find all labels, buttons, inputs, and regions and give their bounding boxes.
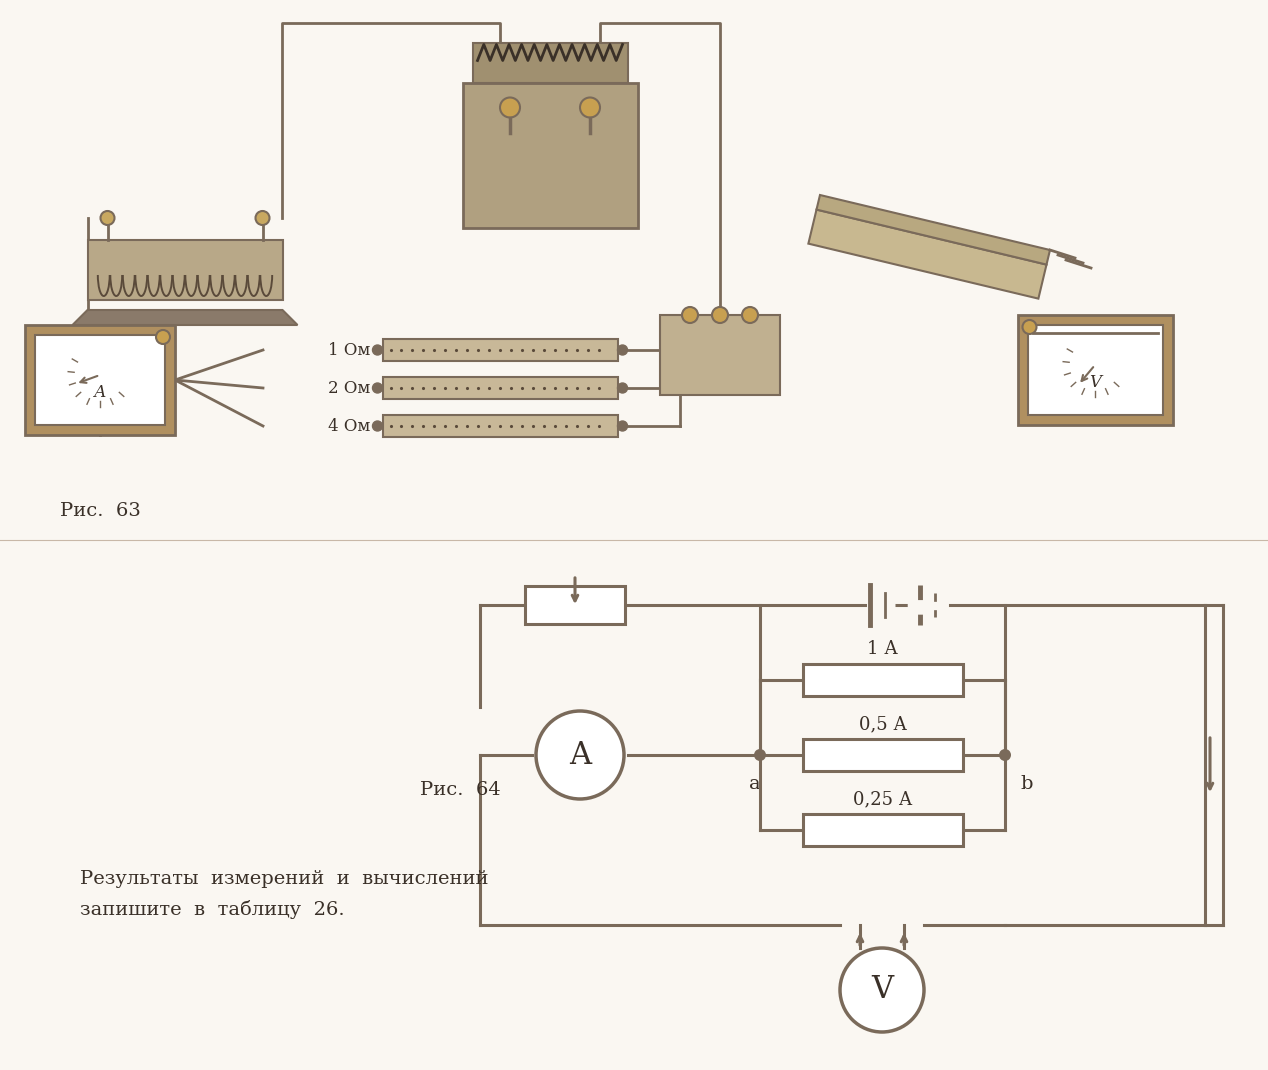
Circle shape — [839, 948, 924, 1031]
Circle shape — [100, 211, 114, 225]
Circle shape — [618, 383, 628, 393]
Text: 1 Ом: 1 Ом — [328, 341, 370, 358]
Polygon shape — [72, 310, 298, 325]
Text: a: a — [749, 775, 761, 793]
Bar — [525, 586, 625, 624]
Bar — [803, 739, 962, 771]
Circle shape — [156, 330, 170, 343]
Bar — [803, 664, 962, 696]
Circle shape — [579, 97, 600, 118]
Text: Рис.  64: Рис. 64 — [420, 781, 501, 799]
Bar — [25, 325, 175, 435]
Bar — [87, 240, 283, 300]
Circle shape — [713, 307, 728, 323]
Bar — [803, 814, 962, 846]
Circle shape — [373, 383, 383, 393]
Circle shape — [500, 97, 520, 118]
Bar — [36, 335, 165, 425]
Circle shape — [682, 307, 697, 323]
Bar — [383, 415, 618, 437]
Bar — [383, 339, 618, 361]
Circle shape — [255, 211, 270, 225]
Text: Результаты  измерений  и  вычислений
    запишите  в  таблицу  26.: Результаты измерений и вычислений запиши… — [55, 870, 488, 919]
Circle shape — [618, 345, 628, 355]
Text: A: A — [569, 739, 591, 770]
Circle shape — [618, 421, 628, 431]
Text: А: А — [94, 383, 107, 400]
Circle shape — [1022, 320, 1036, 334]
Text: 0,25 А: 0,25 А — [853, 790, 912, 808]
Bar — [1027, 325, 1163, 415]
Text: 4 Ом: 4 Ом — [328, 417, 370, 434]
Text: Рис.  63: Рис. 63 — [60, 502, 141, 520]
Bar — [383, 377, 618, 399]
Circle shape — [754, 749, 766, 761]
Bar — [473, 43, 628, 82]
Circle shape — [742, 307, 758, 323]
Polygon shape — [809, 210, 1046, 299]
Bar — [661, 315, 780, 395]
Circle shape — [999, 749, 1011, 761]
Text: 2 Ом: 2 Ом — [328, 380, 370, 397]
Text: V: V — [871, 975, 893, 1006]
Circle shape — [373, 345, 383, 355]
Circle shape — [536, 710, 624, 799]
Circle shape — [373, 421, 383, 431]
Polygon shape — [817, 195, 1050, 264]
Text: 0,5 А: 0,5 А — [858, 715, 907, 733]
Text: V: V — [1089, 373, 1101, 391]
Text: 1 А: 1 А — [867, 640, 898, 658]
Bar — [463, 82, 638, 228]
Bar — [1017, 315, 1173, 425]
Text: b: b — [1021, 775, 1033, 793]
